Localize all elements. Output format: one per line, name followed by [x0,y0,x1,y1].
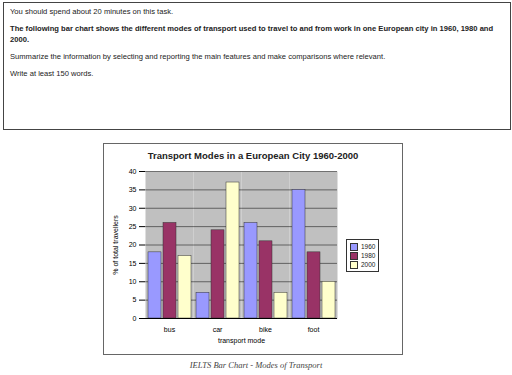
svg-text:bus: bus [164,326,176,333]
svg-text:25: 25 [129,223,137,230]
html-text:You should spend about 20 minu: You should spend about 20 minutes on thi… [10,7,174,16]
svg-text:transport mode: transport mode [218,337,265,345]
svg-text:bike: bike [259,326,272,333]
svg-text:foot: foot [308,326,320,333]
html-text:Transport Modes in a European: Transport Modes in a European City 1960-… [147,150,359,161]
svg-text:10: 10 [129,278,137,285]
svg-text:35: 35 [129,186,137,193]
svg-text:30: 30 [129,204,137,211]
html-text:IELTS Bar Chart - Modes of Tra: IELTS Bar Chart - Modes of Transport [189,360,323,370]
svg-text:% of total travellers: % of total travellers [112,215,119,275]
html-text:Write at least 150 words.: Write at least 150 words. [10,69,94,78]
html-text:2000: 2000 [361,261,376,268]
svg-text:15: 15 [129,260,137,267]
html-text:1980: 1980 [361,252,376,259]
svg-text:car: car [213,326,223,333]
html-text:The following bar chart shows: The following bar chart shows the differ… [10,24,494,44]
svg-text:20: 20 [129,241,137,248]
svg-text:5: 5 [133,296,137,303]
html-text:Summarize the information by s: Summarize the information by selecting a… [10,51,386,61]
svg-text:40: 40 [129,168,137,175]
svg-text:0: 0 [133,315,137,322]
html-text:1960: 1960 [361,243,376,250]
